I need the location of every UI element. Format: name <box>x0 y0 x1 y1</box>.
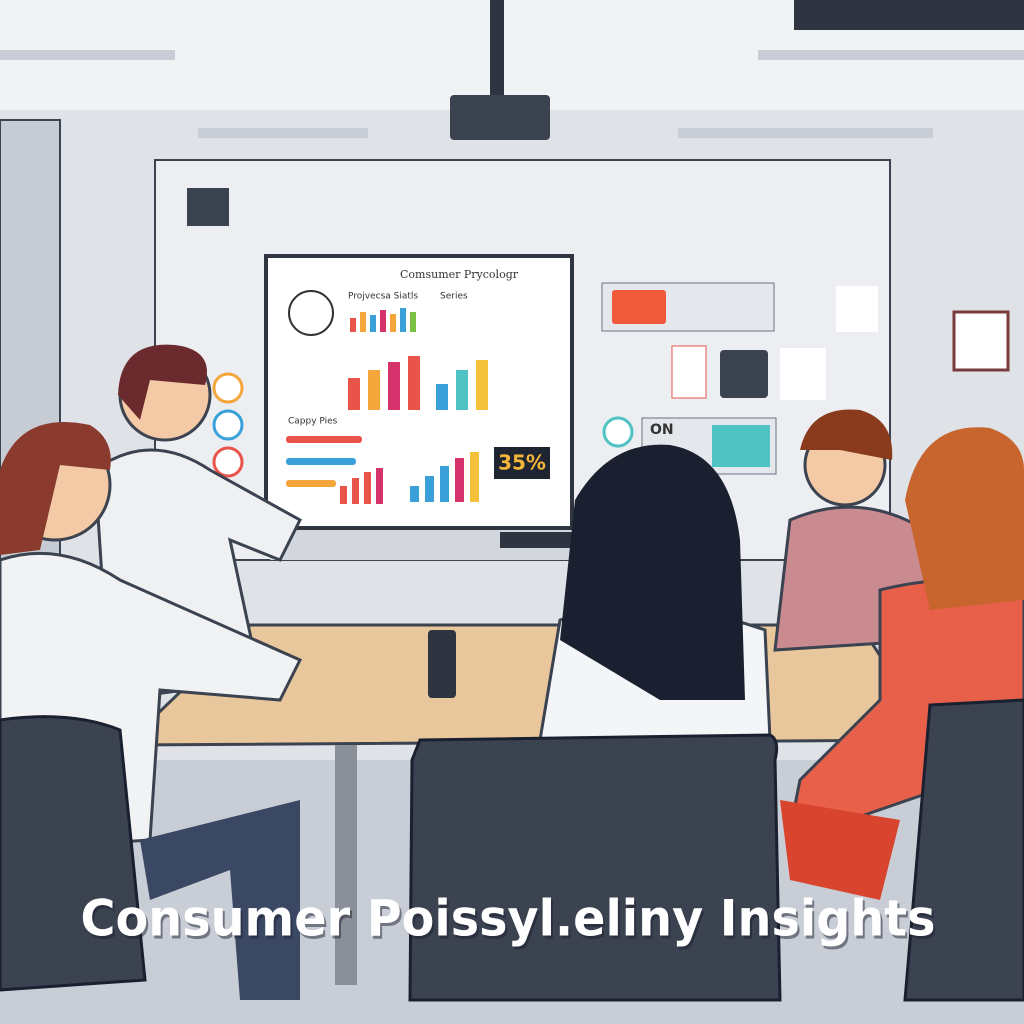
wall-card <box>671 345 707 399</box>
wall-icon <box>212 446 244 478</box>
ceiling-light <box>198 128 368 138</box>
wall-card <box>780 348 826 400</box>
screen-label: Series <box>440 292 468 302</box>
person-right-woman <box>780 427 1024 900</box>
badge: ON <box>650 422 674 438</box>
wall-frame <box>952 310 1010 372</box>
clock-icon <box>288 290 334 336</box>
wall-card <box>836 286 878 332</box>
wall-icon <box>602 416 634 448</box>
projector <box>450 95 550 140</box>
wall-card <box>720 350 768 398</box>
screen-title: Comsumer Prycologr <box>400 268 519 281</box>
stat: 35% <box>498 451 546 475</box>
wall-icon <box>212 409 244 441</box>
projector-pole <box>490 0 504 95</box>
wall-box <box>187 188 229 226</box>
chair <box>408 733 782 1002</box>
ceiling-light <box>678 128 933 138</box>
chair <box>0 715 147 992</box>
keyboard <box>500 532 586 548</box>
wall-card <box>712 425 770 467</box>
pen-cup <box>428 630 456 698</box>
caption: Consumer Poissyl.eliny Insights <box>81 890 936 948</box>
ceiling-vent <box>794 0 1024 30</box>
ceiling-light <box>0 50 175 60</box>
wall-icon <box>212 372 244 404</box>
stat-box <box>494 447 550 479</box>
ceiling-light <box>758 50 1024 60</box>
screen-label: Projvecsa Siatls <box>348 292 418 302</box>
table-leg <box>335 745 357 985</box>
chair <box>903 698 1024 1002</box>
person-center <box>538 444 772 742</box>
wall-card <box>612 290 666 324</box>
caption-shadow: Consumer Poissyl.eliny Insights <box>83 893 938 951</box>
screen-label: Cappy Pies <box>288 417 338 427</box>
screen-bars <box>286 308 488 504</box>
